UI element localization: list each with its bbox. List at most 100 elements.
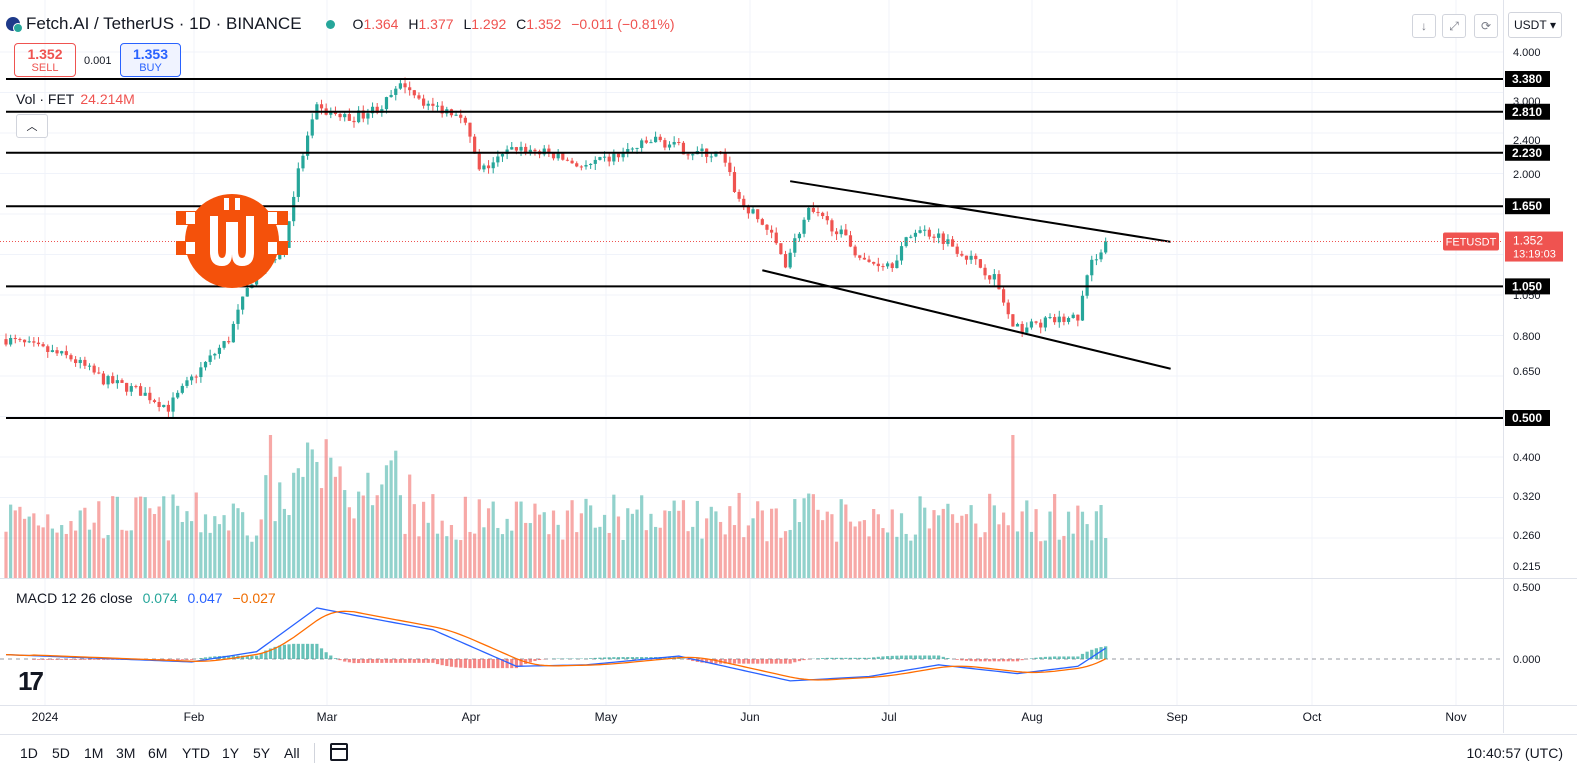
macd-hist-bar [765,659,768,664]
volume-bar [1095,511,1098,578]
range-ytd[interactable]: YTD [182,745,210,761]
range-1d[interactable]: 1D [20,745,38,761]
range-6m[interactable]: 6M [148,745,167,761]
macd-hist-bar [891,656,894,659]
macd-hist-bar [905,655,908,659]
candle-body [408,87,411,90]
macd-hist-bar [51,659,54,660]
candle-body [835,231,838,234]
price-tick-label: 4.000 [1513,47,1541,59]
macd-hist-bar [366,659,369,663]
candle-body [891,263,894,268]
macd-hist-bar [97,659,100,660]
utc-clock[interactable]: 10:40:57 (UTC) [1467,745,1563,761]
macd-hist-bar [617,657,620,659]
macd-hist-bar [937,655,940,659]
volume-bar [357,492,360,578]
candle-body [612,154,615,162]
range-5d[interactable]: 5D [52,745,70,761]
sell-button[interactable]: 1.352 SELL [14,43,76,77]
candle-body [473,137,476,154]
macd-hist-bar [468,659,471,668]
volume-bar [719,522,722,578]
currency-select[interactable]: USDT ▾ [1508,12,1562,38]
signal-line [6,611,1106,680]
macd-hist-bar [325,652,328,659]
macd-hist-bar [770,659,773,664]
macd-hist-bar [394,659,397,663]
candle-body [385,97,388,109]
macd-hist-bar [199,658,202,659]
candle-body [158,402,161,407]
volume-bar [153,514,156,578]
fetch-ai-icon [6,17,20,31]
candle-body [645,140,648,142]
volume-bar [942,509,945,578]
volume-bar [1030,532,1033,578]
candle-body [454,115,457,116]
countdown-label: 13:19:03 [1513,249,1556,261]
candle-body [914,233,917,237]
collapse-legend-button[interactable]: ︿ [16,114,48,138]
candle-body [14,338,17,339]
macd-hist-bar [441,659,444,665]
candle-body [51,350,54,352]
macd-hist-bar [427,659,430,663]
range-5y[interactable]: 5Y [253,745,270,761]
macd-hist-bar [988,659,991,661]
candle-body [1007,303,1010,315]
volume-bar [589,505,592,578]
macd-hist-bar [942,657,945,659]
macd-tick-label: 0.000 [1513,654,1541,666]
volume-bar [9,505,12,578]
arrow-down-icon[interactable]: ↓ [1412,14,1436,38]
macd-hist-bar [1044,657,1047,659]
macd-hist-bar [742,659,745,664]
volume-bar [612,495,615,578]
candle-body [88,366,91,367]
macd-hist-bar [798,659,801,661]
fullscreen-icon[interactable]: ⤢ [1442,14,1466,38]
volume-bar [561,540,564,578]
refresh-icon[interactable]: ⟳ [1474,14,1498,38]
macd-hist-bar [747,659,750,664]
volume-bar [765,541,768,578]
volume-bar [130,530,133,578]
candle-body [515,147,518,150]
candle-body [886,263,889,266]
macd-hist-bar [190,659,193,660]
candle-body [1011,314,1014,326]
candle-body [840,230,843,235]
volume-bar [575,532,578,578]
buy-button[interactable]: 1.353 BUY [120,43,181,77]
macd-hist-bar [816,658,819,659]
candle-body [487,165,490,168]
volume-bar [742,537,745,578]
range-3m[interactable]: 3M [116,745,135,761]
symbol-title[interactable]: Fetch.AI / TetherUS · 1D · BINANCE [26,14,302,34]
volume-bar [974,524,977,578]
volume-bar [700,539,703,578]
volume-bar [844,505,847,578]
calendar-goto-icon[interactable] [330,743,348,761]
candle-body [909,237,912,238]
volume-bar [496,528,499,578]
chevron-down-icon: ▾ [1550,18,1556,32]
volume-bar [297,468,300,578]
volume-bar [872,509,875,578]
range-1m[interactable]: 1M [84,745,103,761]
volume-bar [1002,513,1005,578]
volume-bar [983,532,986,578]
range-all[interactable]: All [284,745,300,761]
tradingview-logo-icon[interactable]: 17 [18,666,41,697]
volume-bar [951,514,954,578]
macd-hist-bar [338,659,341,660]
candle-body [867,260,870,262]
macd-hist-bar [970,659,973,661]
volume-bar [93,523,96,578]
range-1y[interactable]: 1Y [222,745,239,761]
candle-body [46,346,49,352]
volume-bar [756,501,759,578]
macd-hist-bar [802,659,805,660]
